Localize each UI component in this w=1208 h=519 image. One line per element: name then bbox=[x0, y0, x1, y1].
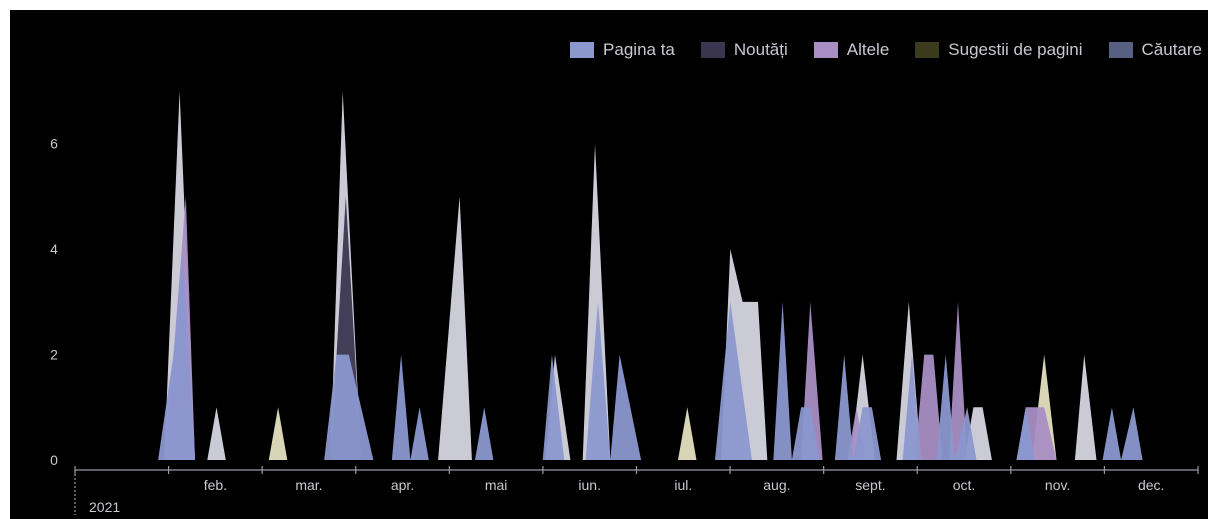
legend-swatch-noutati bbox=[700, 42, 725, 58]
legend-item-noutati[interactable]: Noutăți bbox=[700, 40, 788, 60]
legend-item-altele[interactable]: Altele bbox=[813, 40, 890, 60]
legend-label-noutati: Noutăți bbox=[733, 40, 788, 59]
legend-label-altele: Altele bbox=[846, 40, 890, 59]
chart-legend: Pagina ta Noutăți Altele Sugestii de pag… bbox=[570, 40, 1202, 60]
chart-area: 0 2 4 6 feb. mar. apr. mai iun. iul. aug. sept. oct.… bbox=[10, 10, 1208, 519]
x-tick-label: sept. bbox=[855, 477, 885, 493]
legend-swatch-cautare bbox=[1108, 42, 1133, 58]
legend-item-cautare[interactable]: Căutare bbox=[1108, 40, 1202, 60]
x-tick-label: feb. bbox=[204, 477, 227, 493]
series-area-altele bbox=[164, 196, 1057, 460]
area-chart: 0 2 4 6 feb. mar. apr. mai iun. iul. aug. sept. oct.… bbox=[50, 91, 1199, 515]
x-tick-label: oct. bbox=[953, 477, 976, 493]
series-area-overlay bbox=[678, 407, 697, 460]
y-tick-label: 2 bbox=[50, 347, 58, 363]
series-area-overlay bbox=[1074, 354, 1097, 460]
x-tick-label: iun. bbox=[578, 477, 601, 493]
x-tick-label: mai bbox=[485, 477, 508, 493]
legend-swatch-pagina-ta bbox=[570, 42, 595, 58]
y-tick-label: 0 bbox=[50, 452, 58, 468]
x-tick-label: iul. bbox=[674, 477, 692, 493]
y-tick-label: 4 bbox=[50, 241, 58, 257]
legend-label-sugestii-de-pagini: Sugestii de pagini bbox=[948, 40, 1083, 59]
legend-swatch-sugestii-de-pagini bbox=[915, 42, 940, 58]
legend-swatch-altele bbox=[813, 42, 838, 58]
legend-item-sugestii-de-pagini[interactable]: Sugestii de pagini bbox=[915, 40, 1083, 60]
series-area-overlay bbox=[268, 407, 288, 460]
x-tick-label: nov. bbox=[1045, 477, 1070, 493]
series-area-overlay bbox=[207, 407, 226, 460]
legend-item-pagina-ta[interactable]: Pagina ta bbox=[570, 40, 675, 60]
x-tick-label: dec. bbox=[1138, 477, 1164, 493]
x-tick-label: mar. bbox=[295, 477, 322, 493]
legend-label-cautare: Căutare bbox=[1141, 40, 1202, 59]
year-label: 2021 bbox=[89, 499, 120, 515]
legend-label-pagina-ta: Pagina ta bbox=[603, 40, 675, 59]
series-area-pagina-ta bbox=[158, 249, 1143, 460]
series-area-overlay bbox=[438, 196, 472, 460]
x-tick-label: apr. bbox=[391, 477, 414, 493]
y-tick-label: 6 bbox=[50, 136, 58, 152]
x-tick-label: aug. bbox=[763, 477, 790, 493]
